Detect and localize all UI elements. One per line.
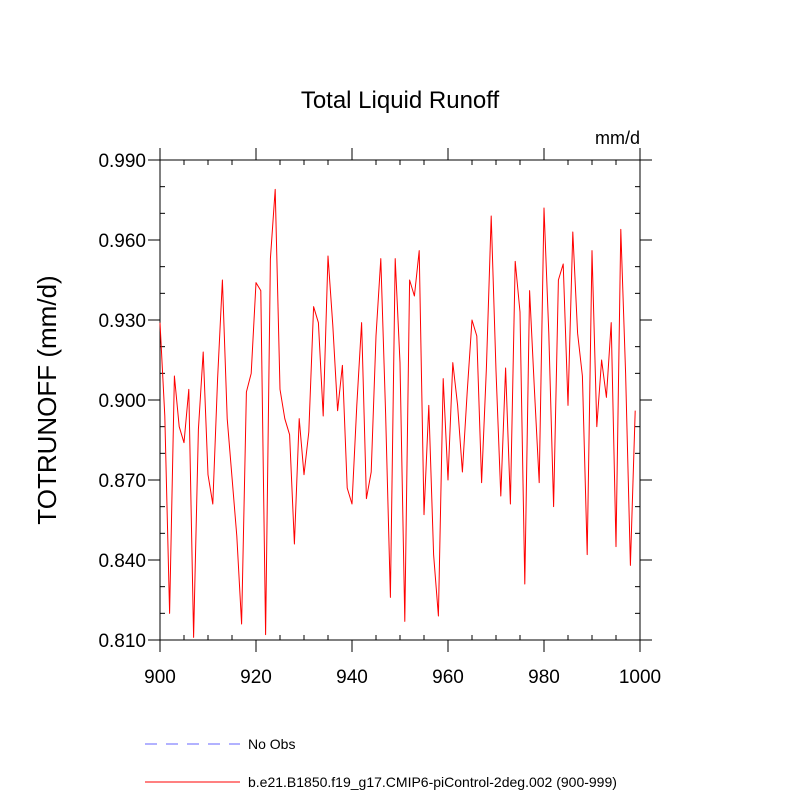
x-tick-label: 940 [336,667,368,688]
y-tick-label: 0.930 [98,311,146,332]
x-tick-label: 1000 [619,667,661,688]
y-tick-label: 0.900 [98,391,146,412]
x-tick-label: 980 [528,667,560,688]
y-tick-label: 0.840 [98,551,146,572]
axis-ticks [148,148,652,652]
y-tick-labels: 0.990 0.960 0.930 0.900 0.870 0.840 0.810 [98,151,146,652]
y-tick-label: 0.990 [98,151,146,172]
x-tick-labels: 900 920 940 960 980 1000 [144,667,661,688]
legend-label-no-obs: No Obs [248,736,295,752]
legend-label-model-run: b.e21.B1850.f19_g17.CMIP6-piControl-2deg… [248,774,617,790]
x-tick-label: 960 [432,667,464,688]
series-group [159,188,636,638]
y-tick-label: 0.960 [98,231,146,252]
y-tick-label: 0.870 [98,471,146,492]
x-tick-label: 900 [144,667,176,688]
chart-title: Total Liquid Runoff [301,87,500,114]
legend: No Obs b.e21.B1850.f19_g17.CMIP6-piContr… [145,736,617,790]
series-line [159,188,636,638]
units-label: mm/d [595,128,640,148]
y-tick-label: 0.810 [98,631,146,652]
x-tick-label: 920 [240,667,272,688]
y-axis-label: TOTRUNOFF (mm/d) [32,275,62,524]
